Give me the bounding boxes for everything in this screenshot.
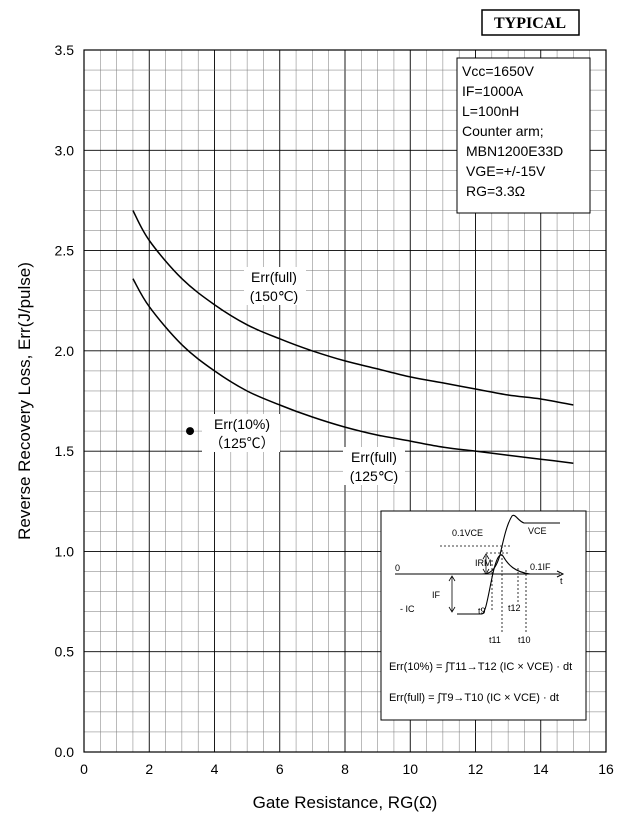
y-tick-labels: 0.0 0.5 1.0 1.5 2.0 2.5 3.0 3.5: [55, 42, 75, 760]
conditions-box: Vcc=1650V IF=1000A L=100nH Counter arm; …: [456, 57, 591, 214]
x-tick-label: 4: [211, 761, 219, 777]
y-axis-title: Reverse Recovery Loss, Err(J/pulse): [15, 262, 34, 540]
inset-arrow-icon: [556, 570, 565, 578]
err-10-percent-point: [186, 427, 195, 436]
condition-device: MBN1200E33D: [466, 143, 563, 159]
inset-current-waveform: [457, 554, 550, 615]
condition-l: L=100nH: [462, 103, 519, 119]
y-tick-label: 2.5: [55, 243, 75, 259]
inset-label-t9: t9: [478, 606, 486, 616]
label-bg-point: [202, 414, 280, 452]
condition-vcc: Vcc=1650V: [462, 63, 535, 79]
x-tick-label: 6: [276, 761, 284, 777]
inset-label-01if: 0.1IF: [530, 562, 551, 572]
series-label-125c-line1: Err(full): [351, 449, 397, 465]
typical-badge: TYPICAL: [481, 9, 580, 36]
series-err-full-150c-line: [132, 210, 574, 406]
inset-label-t: t: [560, 576, 563, 586]
inset-label-ic: - IC: [400, 604, 415, 614]
x-tick-label: 12: [468, 761, 484, 777]
condition-counter-arm: Counter arm;: [462, 123, 544, 139]
x-tick-label: 0: [80, 761, 88, 777]
inset-label-t10: t10: [518, 635, 531, 645]
y-tick-label: 2.0: [55, 343, 75, 359]
inset-waveform-diagram: VCE 0.1VCE IRM 0 t 0.1IF IF - IC t9 t12 …: [380, 510, 587, 721]
inset-label-vce: VCE: [528, 526, 547, 536]
y-tick-label: 1.5: [55, 443, 75, 459]
inset-voltage-waveform: [481, 514, 560, 575]
point-label-line1: Err(10%): [214, 416, 270, 432]
inset-label-if: IF: [432, 590, 441, 600]
series-label-150c-line1: Err(full): [251, 269, 297, 285]
x-tick-label: 14: [533, 761, 549, 777]
plot-frame: [83, 49, 607, 753]
x-axis-title: Gate Resistance, RG(Ω): [253, 793, 438, 812]
x-tick-labels: 0 2 4 6 8 10 12 14 16: [80, 761, 614, 777]
label-bg-125c: [343, 447, 405, 485]
inset-label-t11: t11: [489, 635, 501, 645]
condition-if: IF=1000A: [462, 83, 524, 99]
inset-label-01vce: 0.1VCE: [452, 528, 483, 538]
x-tick-label: 16: [598, 761, 614, 777]
inset-label-irm: IRM: [475, 558, 492, 568]
point-label-line2: （125℃）: [209, 435, 274, 451]
y-tick-label: 3.0: [55, 142, 75, 158]
label-bg-150c: [244, 267, 306, 305]
series-err-full-125c-line: [132, 278, 574, 464]
x-tick-label: 2: [145, 761, 153, 777]
inset-label-t12: t12: [508, 603, 521, 613]
condition-rg: RG=3.3Ω: [466, 183, 525, 199]
y-tick-label: 0.5: [55, 644, 75, 660]
y-tick-label: 1.0: [55, 543, 75, 559]
y-tick-label: 0.0: [55, 744, 75, 760]
series-label-150c-line2: (150℃): [250, 288, 298, 304]
typical-badge-text: TYPICAL: [494, 15, 566, 32]
series-label-125c-line2: (125℃): [350, 468, 398, 484]
inset-formula-err-10: Err(10%) = ∫T11→T12 (IC × VCE) · dt: [389, 661, 572, 673]
condition-vge: VGE=+/-15V: [466, 163, 546, 179]
inset-formula-err-full: Err(full) = ∫T9→T10 (IC × VCE) · dt: [389, 692, 559, 704]
y-tick-label: 3.5: [55, 42, 75, 58]
x-tick-label: 8: [341, 761, 349, 777]
inset-label-zero: 0: [395, 563, 400, 573]
x-tick-label: 10: [402, 761, 418, 777]
